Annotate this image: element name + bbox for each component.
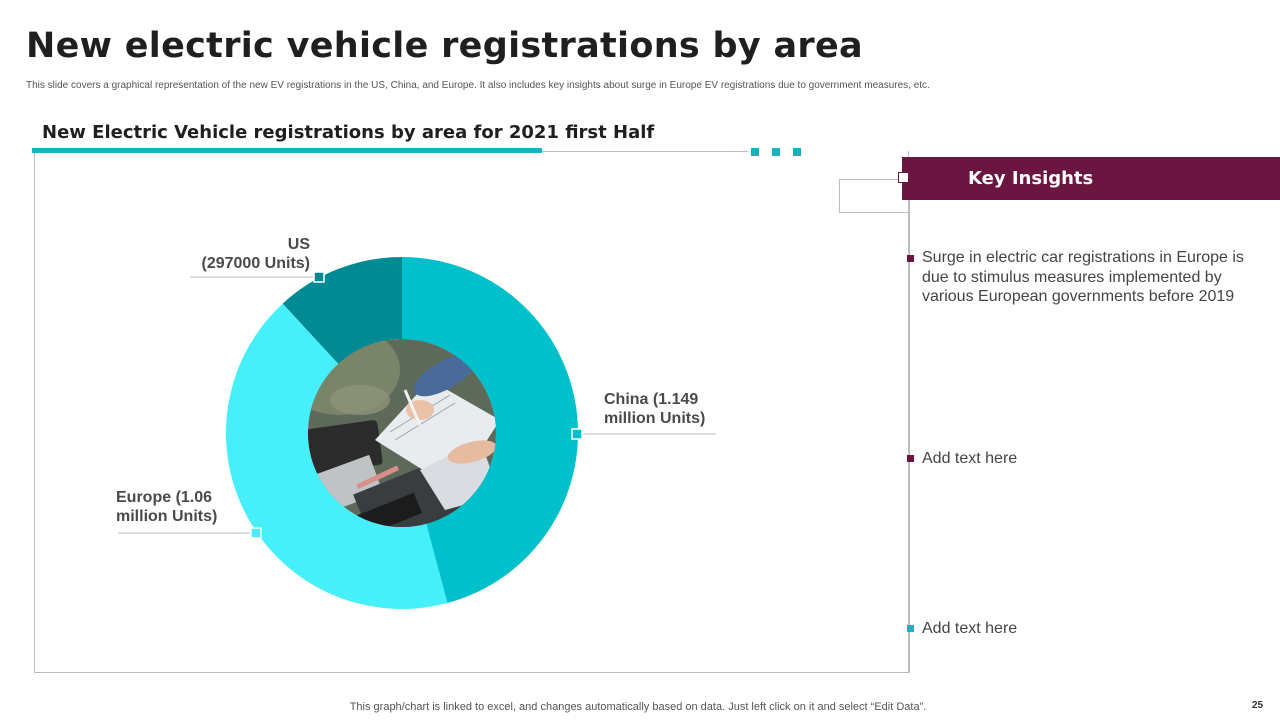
decor-dot — [793, 148, 801, 156]
chart-panel-title: New Electric Vehicle registrations by ar… — [42, 122, 655, 143]
slice-label-line: million Units) — [116, 508, 218, 525]
slide-title: New electric vehicle registrations by ar… — [26, 26, 863, 66]
decor-dot — [772, 148, 780, 156]
insight-item-2[interactable]: Add text here — [922, 450, 1018, 467]
donut-slice-china[interactable] — [402, 257, 578, 604]
connector-line — [839, 212, 909, 213]
panel-right-border — [909, 200, 910, 673]
bullet-icon — [907, 455, 914, 462]
center-photo — [308, 339, 496, 527]
key-insights-title: Key Insights — [968, 168, 1094, 189]
slice-label-line: (297000 Units) — [201, 255, 311, 272]
bullet-icon — [907, 255, 914, 262]
insight-item-1[interactable]: Surge in electric car registrations in E… — [922, 249, 1244, 305]
page-number: 25 — [1252, 700, 1264, 711]
footer-note: This graph/chart is linked to excel, and… — [349, 701, 927, 713]
slice-label-china: China (1.149 million Units) — [604, 390, 705, 428]
decor-dot — [751, 148, 759, 156]
connector-line — [839, 179, 840, 213]
slice-label-us: US (297000 Units) — [190, 235, 311, 273]
slide-subtitle: This slide covers a graphical representa… — [26, 80, 930, 91]
slice-label-line: US — [287, 236, 310, 253]
leader-marker-europe — [250, 527, 262, 539]
header-marker — [898, 172, 909, 183]
slice-label-line: million Units) — [604, 410, 706, 427]
panel-accent-bar — [32, 148, 542, 153]
donut-slice-europe[interactable] — [226, 303, 448, 609]
connector-line — [839, 179, 899, 180]
bullet-icon — [907, 625, 914, 632]
slice-label-europe: Europe (1.06 million Units) — [116, 488, 217, 526]
donut-chart[interactable] — [0, 0, 910, 700]
leader-marker-china — [571, 428, 583, 440]
insight-item-3[interactable]: Add text here — [922, 620, 1018, 637]
slice-label-line: Europe (1.06 — [116, 489, 213, 506]
leader-marker-us — [313, 271, 325, 283]
donut-slice-us[interactable] — [282, 257, 402, 364]
chart-frame — [34, 151, 909, 673]
slice-label-line: China (1.149 — [604, 391, 699, 408]
key-insights-header: Key Insights — [902, 157, 1280, 200]
